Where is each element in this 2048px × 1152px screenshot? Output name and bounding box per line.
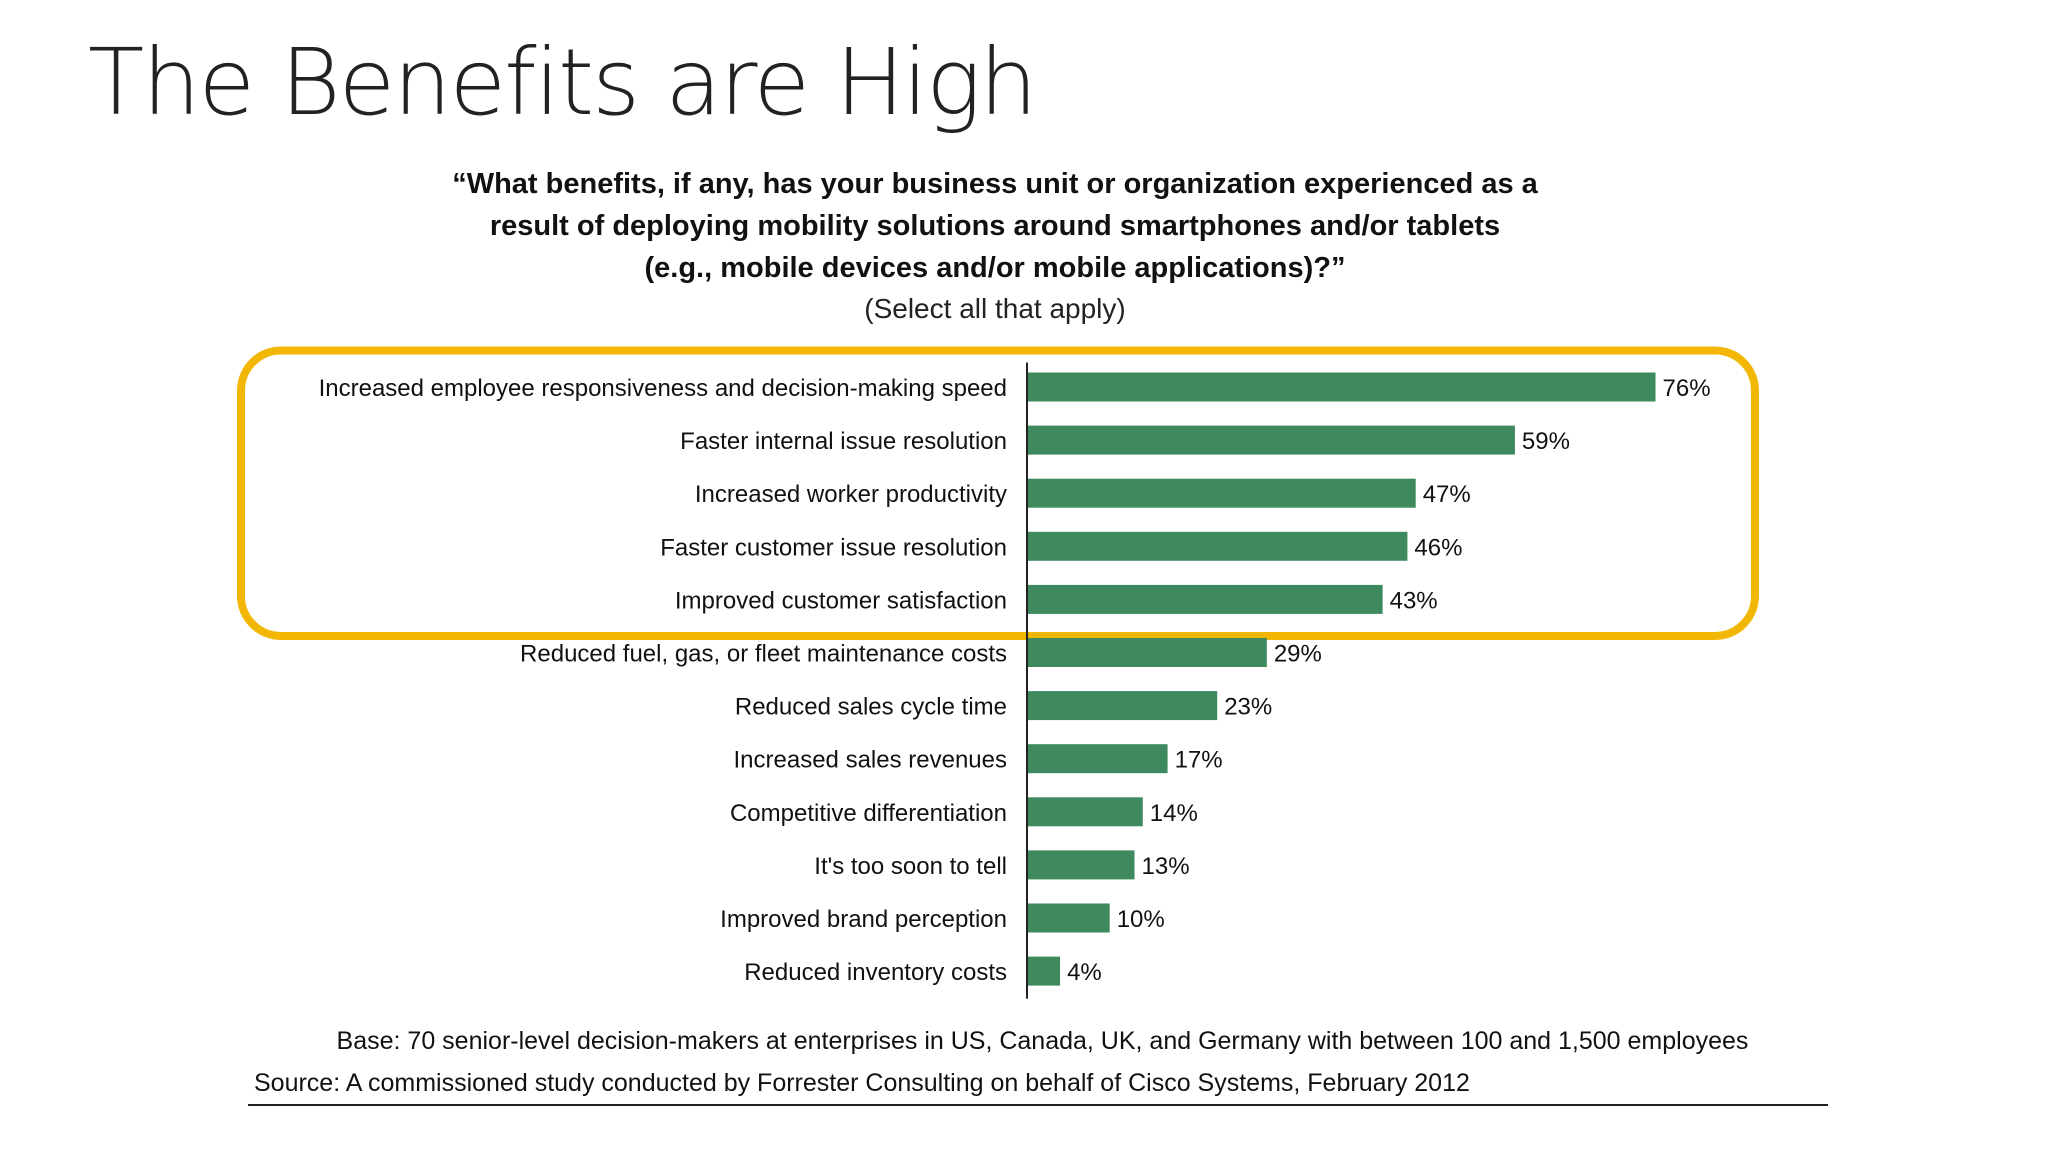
bar (1027, 956, 1061, 986)
bar (1027, 531, 1408, 561)
bar (1027, 691, 1218, 721)
question-line: (e.g., mobile devices and/or mobile appl… (644, 252, 1346, 284)
category-label: Faster customer issue resolution (660, 534, 1007, 561)
value-label: 29% (1274, 641, 1322, 668)
value-label: 76% (1663, 375, 1711, 402)
highlight-frame (237, 346, 1759, 640)
bar (1027, 903, 1110, 933)
question-line: result of deploying mobility solutions a… (489, 210, 1501, 242)
bar (1027, 584, 1383, 614)
question-instruction: (Select all that apply) (864, 293, 1126, 324)
slide-title: The Benefits are High (88, 29, 1038, 136)
value-label: 10% (1117, 906, 1165, 933)
value-label: 43% (1390, 587, 1438, 614)
bar (1027, 372, 1656, 402)
category-label: Improved customer satisfaction (675, 587, 1007, 614)
bar (1027, 744, 1168, 774)
value-label: 4% (1067, 959, 1102, 986)
category-label: Competitive differentiation (730, 800, 1007, 827)
value-label: 13% (1142, 853, 1190, 880)
value-label: 47% (1423, 481, 1471, 508)
question-line: “What benefits, if any, has your busines… (452, 168, 1538, 200)
category-label: It's too soon to tell (814, 853, 1007, 880)
value-label: 23% (1224, 694, 1272, 721)
bar (1027, 797, 1143, 827)
footer-source-note: Source: A commissioned study conducted b… (254, 1069, 1470, 1097)
category-label: Increased employee responsiveness and de… (319, 375, 1007, 402)
footer-base-note: Base: 70 senior-level decision-makers at… (336, 1027, 1749, 1055)
benefits-bar-chart: Increased employee responsiveness and de… (237, 346, 1759, 999)
value-label: 59% (1522, 428, 1570, 455)
bar (1027, 425, 1515, 455)
category-label: Increased sales revenues (734, 747, 1008, 774)
category-label: Improved brand perception (720, 906, 1007, 933)
bar (1027, 850, 1135, 880)
category-label: Increased worker productivity (695, 481, 1007, 508)
bar (1027, 478, 1416, 508)
bar (1027, 638, 1267, 667)
category-label: Reduced inventory costs (744, 959, 1007, 986)
value-label: 14% (1150, 800, 1198, 827)
category-label: Faster internal issue resolution (680, 428, 1007, 455)
value-label: 46% (1414, 534, 1462, 561)
value-label: 17% (1175, 747, 1223, 774)
footer-divider (248, 1104, 1828, 1106)
category-label: Reduced fuel, gas, or fleet maintenance … (520, 641, 1007, 668)
category-label: Reduced sales cycle time (735, 694, 1007, 721)
survey-question: “What benefits, if any, has your busines… (300, 163, 1690, 289)
